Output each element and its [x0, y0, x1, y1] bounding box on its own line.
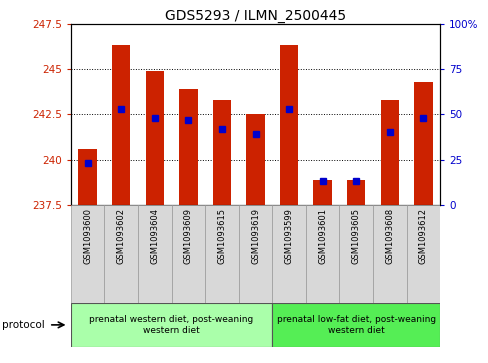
Bar [212, 100, 231, 205]
Bar [406, 205, 439, 303]
Bar [380, 100, 398, 205]
Bar [339, 205, 372, 303]
Text: GSM1093599: GSM1093599 [284, 208, 293, 264]
Bar [205, 205, 238, 303]
Bar [313, 180, 331, 205]
Text: prenatal western diet, post-weaning
western diet: prenatal western diet, post-weaning west… [89, 315, 253, 335]
Text: GSM1093612: GSM1093612 [418, 208, 427, 264]
Text: GSM1093601: GSM1093601 [318, 208, 326, 264]
Bar [112, 45, 130, 205]
Text: GSM1093608: GSM1093608 [385, 208, 393, 264]
Bar [272, 205, 305, 303]
Text: GSM1093600: GSM1093600 [83, 208, 92, 264]
Text: GSM1093615: GSM1093615 [217, 208, 226, 264]
Bar [179, 89, 197, 205]
Bar [372, 205, 406, 303]
Bar [272, 303, 439, 347]
Bar [346, 180, 365, 205]
Text: GSM1093605: GSM1093605 [351, 208, 360, 264]
Bar [238, 205, 272, 303]
Bar [71, 303, 272, 347]
Bar [305, 205, 339, 303]
Text: protocol: protocol [2, 320, 45, 330]
Bar [71, 205, 104, 303]
Bar [246, 114, 264, 205]
Text: GSM1093619: GSM1093619 [250, 208, 260, 264]
Text: GSM1093604: GSM1093604 [150, 208, 159, 264]
Text: prenatal low-fat diet, post-weaning
western diet: prenatal low-fat diet, post-weaning west… [276, 315, 435, 335]
Bar [78, 149, 97, 205]
Bar [145, 71, 163, 205]
Bar [413, 82, 432, 205]
Title: GDS5293 / ILMN_2500445: GDS5293 / ILMN_2500445 [164, 9, 346, 23]
Text: GSM1093609: GSM1093609 [183, 208, 192, 264]
Text: GSM1093602: GSM1093602 [117, 208, 125, 264]
Bar [104, 205, 138, 303]
Bar [279, 45, 298, 205]
Bar [138, 205, 171, 303]
Bar [171, 205, 205, 303]
